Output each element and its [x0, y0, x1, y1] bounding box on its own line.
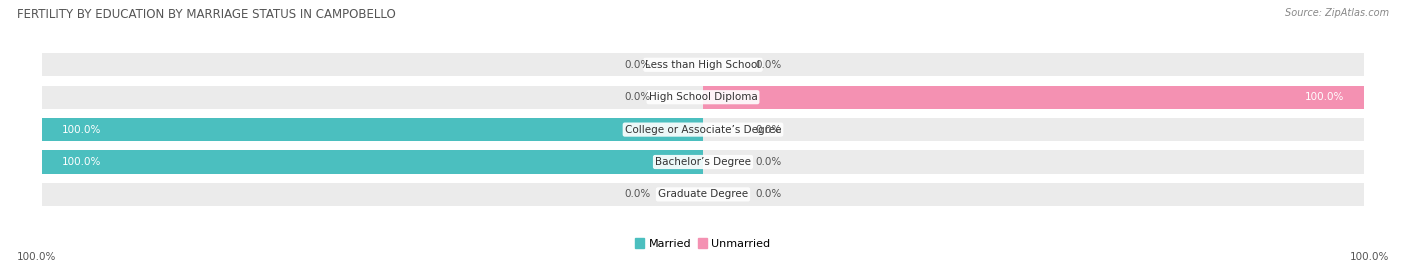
Text: College or Associate’s Degree: College or Associate’s Degree — [624, 124, 782, 135]
Text: 100.0%: 100.0% — [1350, 252, 1389, 262]
Text: 0.0%: 0.0% — [756, 157, 782, 167]
Bar — [42, 183, 1364, 206]
Bar — [42, 118, 1364, 141]
Text: 100.0%: 100.0% — [62, 124, 101, 135]
Bar — [42, 118, 703, 141]
Text: Source: ZipAtlas.com: Source: ZipAtlas.com — [1285, 8, 1389, 18]
Bar — [42, 150, 1364, 174]
Text: 0.0%: 0.0% — [756, 189, 782, 200]
Text: FERTILITY BY EDUCATION BY MARRIAGE STATUS IN CAMPOBELLO: FERTILITY BY EDUCATION BY MARRIAGE STATU… — [17, 8, 395, 21]
Bar — [703, 86, 1364, 109]
Text: High School Diploma: High School Diploma — [648, 92, 758, 102]
Bar — [42, 150, 703, 174]
Text: 0.0%: 0.0% — [756, 60, 782, 70]
Text: 0.0%: 0.0% — [756, 124, 782, 135]
Text: Bachelor’s Degree: Bachelor’s Degree — [655, 157, 751, 167]
Text: 0.0%: 0.0% — [624, 92, 650, 102]
Text: 100.0%: 100.0% — [62, 157, 101, 167]
Bar — [42, 53, 1364, 76]
Text: 100.0%: 100.0% — [17, 252, 56, 262]
Legend: Married, Unmarried: Married, Unmarried — [631, 234, 775, 254]
Text: 0.0%: 0.0% — [624, 60, 650, 70]
Text: 0.0%: 0.0% — [624, 189, 650, 200]
Text: Less than High School: Less than High School — [645, 60, 761, 70]
Text: Graduate Degree: Graduate Degree — [658, 189, 748, 200]
Text: 100.0%: 100.0% — [1305, 92, 1344, 102]
Bar — [42, 86, 1364, 109]
